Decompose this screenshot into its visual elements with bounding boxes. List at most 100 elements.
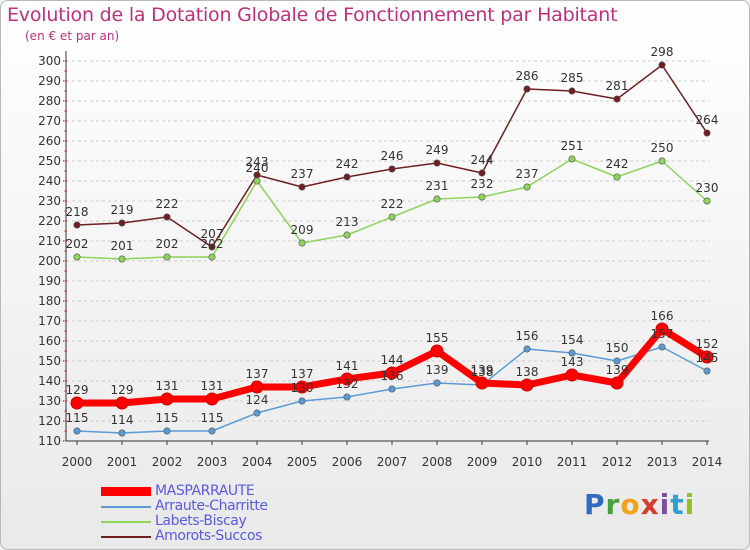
data-label: 139 — [471, 363, 494, 377]
y-tick-label: 190 — [38, 274, 61, 288]
data-point — [253, 177, 261, 185]
data-point — [433, 379, 441, 387]
data-point — [343, 173, 351, 181]
data-label: 138 — [516, 365, 539, 379]
data-point — [340, 372, 354, 386]
series-masparraute — [70, 322, 714, 410]
data-label: 137 — [291, 367, 314, 381]
data-label: 222 — [156, 197, 179, 211]
logo-letter: i — [659, 488, 671, 521]
x-tick-label: 2013 — [647, 455, 678, 469]
data-point — [568, 87, 576, 95]
x-tick-label: 2014 — [692, 455, 723, 469]
x-tick-label: 2012 — [602, 455, 633, 469]
data-point — [478, 169, 486, 177]
data-point — [298, 397, 306, 405]
y-tick-label: 220 — [38, 214, 61, 228]
data-label: 129 — [111, 383, 134, 397]
y-tick-label: 260 — [38, 134, 61, 148]
y-tick-label: 150 — [38, 354, 61, 368]
logo-letter: x — [640, 488, 660, 521]
data-point — [430, 344, 444, 358]
data-point — [253, 409, 261, 417]
data-label: 129 — [66, 383, 89, 397]
data-label: 131 — [156, 379, 179, 393]
data-point — [523, 345, 531, 353]
y-tick-label: 230 — [38, 194, 61, 208]
x-tick-label: 2003 — [197, 455, 228, 469]
legend-item: Labets-Biscay — [101, 513, 361, 529]
data-label: 264 — [696, 113, 719, 127]
data-point — [388, 165, 396, 173]
data-label: 232 — [471, 177, 494, 191]
chart-subtitle: (en € et par an) — [25, 29, 120, 43]
series-layer — [70, 61, 714, 437]
data-label: 114 — [111, 413, 134, 427]
data-point — [160, 392, 174, 406]
data-label: 285 — [561, 71, 584, 85]
data-point — [478, 193, 486, 201]
data-point — [703, 197, 711, 205]
data-label: 202 — [156, 237, 179, 251]
data-point — [118, 255, 126, 263]
data-point — [343, 231, 351, 239]
data-label: 130 — [291, 381, 314, 395]
data-point — [163, 253, 171, 261]
y-tick-label: 180 — [38, 294, 61, 308]
data-point — [205, 392, 219, 406]
data-label: 240 — [246, 161, 269, 175]
y-tick-label: 210 — [38, 234, 61, 248]
data-point — [208, 253, 216, 261]
data-point — [163, 213, 171, 221]
data-point — [700, 350, 714, 364]
data-point — [613, 173, 621, 181]
data-label: 249 — [426, 143, 449, 157]
data-label: 115 — [201, 411, 224, 425]
logo-letter: o — [620, 488, 641, 521]
y-tick-label: 300 — [38, 54, 61, 68]
data-point — [250, 380, 264, 394]
x-tick-label: 2005 — [287, 455, 318, 469]
legend-swatch — [101, 521, 151, 523]
legend-label: MASPARRAUTE — [155, 483, 255, 499]
data-point — [658, 157, 666, 165]
data-point — [388, 213, 396, 221]
data-label: 219 — [111, 203, 134, 217]
legend-item: MASPARRAUTE — [101, 483, 361, 499]
y-tick-label: 170 — [38, 314, 61, 328]
y-tick-label: 120 — [38, 414, 61, 428]
data-point — [73, 427, 81, 435]
y-tick-label: 240 — [38, 174, 61, 188]
data-label: 230 — [696, 181, 719, 195]
x-tick-label: 2002 — [152, 455, 183, 469]
series-labets-biscay — [73, 155, 711, 263]
data-point — [118, 429, 126, 437]
data-label: 144 — [381, 353, 404, 367]
data-point — [388, 385, 396, 393]
data-point — [658, 343, 666, 351]
data-label: 242 — [336, 157, 359, 171]
data-label: 246 — [381, 149, 404, 163]
y-tick-label: 270 — [38, 114, 61, 128]
data-point — [298, 239, 306, 247]
data-label: 251 — [561, 139, 584, 153]
y-tick-label: 290 — [38, 74, 61, 88]
legend-label: Arraute-Charritte — [155, 498, 268, 514]
y-tick-label: 250 — [38, 154, 61, 168]
axis-layer: 110 120 130 140 150 160 170 180 190 200 210 220 230 2… — [38, 51, 722, 469]
data-label: 143 — [561, 355, 584, 369]
data-point — [73, 253, 81, 261]
data-point — [565, 368, 579, 382]
y-tick-label: 140 — [38, 374, 61, 388]
data-point — [163, 427, 171, 435]
x-tick-label: 2008 — [422, 455, 453, 469]
data-label: 166 — [651, 309, 674, 323]
x-tick-label: 2006 — [332, 455, 363, 469]
data-point — [208, 243, 216, 251]
proxiti-logo: Proxiti — [584, 488, 695, 521]
legend-label: Labets-Biscay — [155, 513, 247, 529]
data-label: 157 — [651, 327, 674, 341]
y-tick-label: 200 — [38, 254, 61, 268]
data-point — [343, 393, 351, 401]
data-label: 137 — [246, 367, 269, 381]
